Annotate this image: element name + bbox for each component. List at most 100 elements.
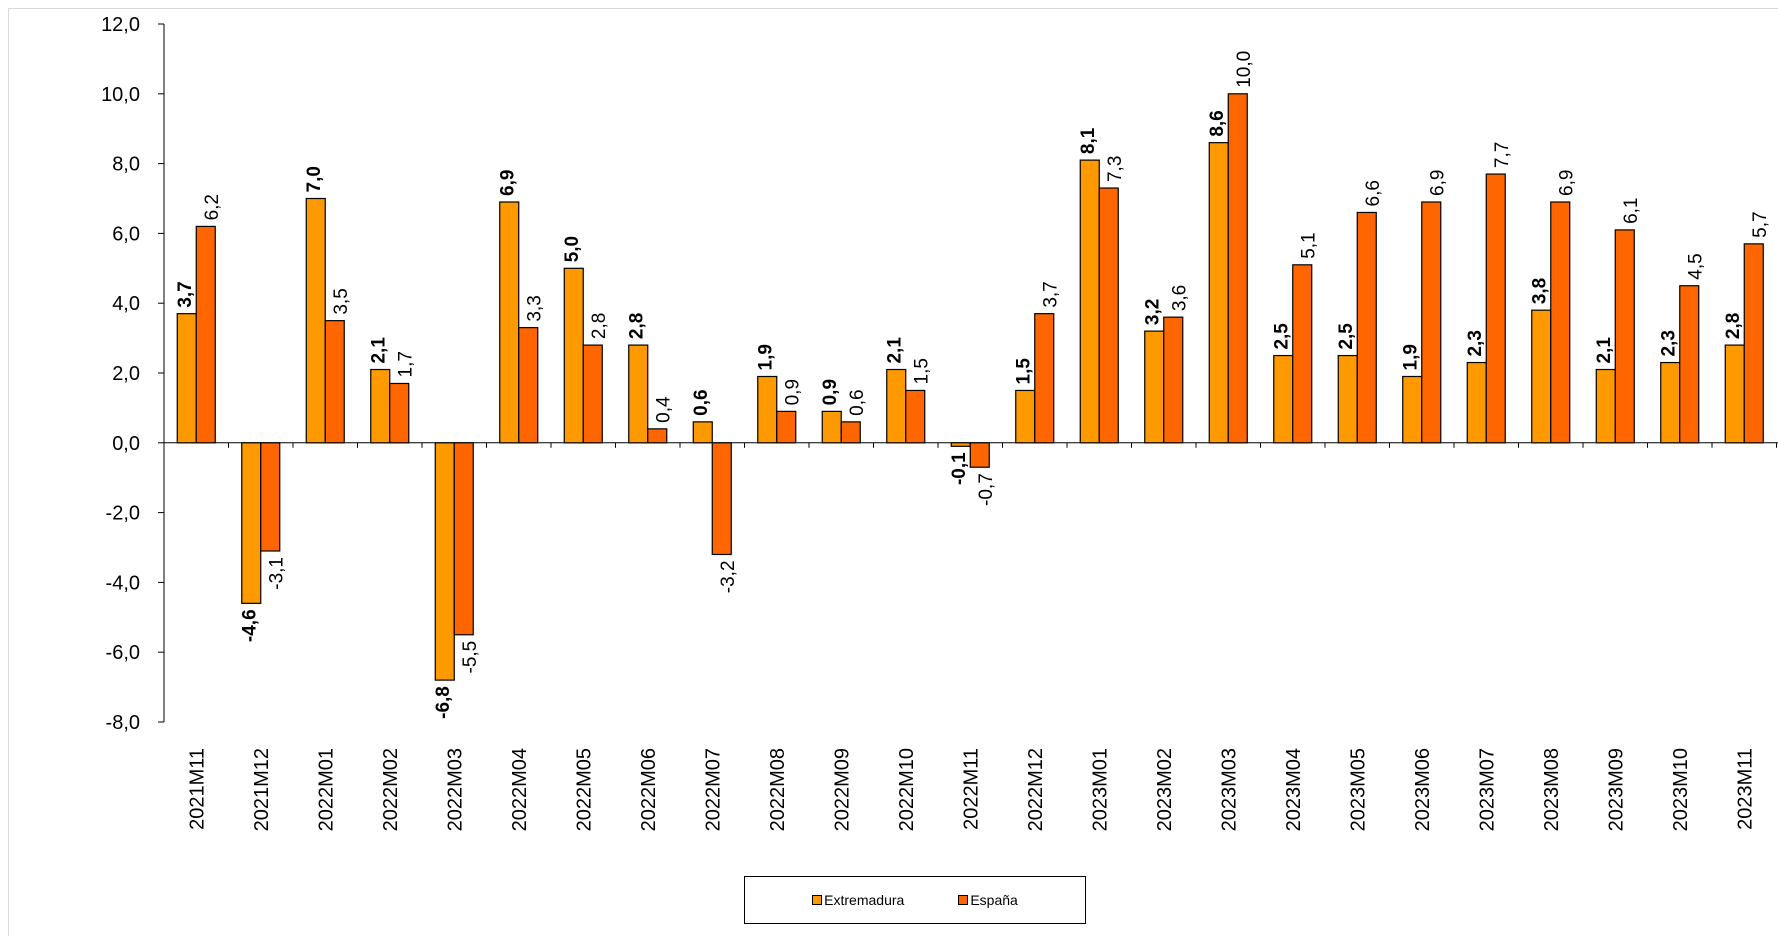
category-label: 2021M12	[251, 748, 273, 831]
legend-label-espana: España	[970, 892, 1018, 908]
bar-espana	[776, 410, 797, 444]
bar-extremadura	[434, 442, 455, 681]
value-label-extremadura: -6,8	[433, 686, 454, 719]
y-tick-label: -6,0	[106, 642, 140, 664]
bar-extremadura	[628, 344, 649, 444]
y-tick-label: -8,0	[106, 712, 140, 734]
category-label: 2022M07	[702, 748, 724, 831]
value-label-espana: -3,2	[718, 560, 739, 593]
y-tick-label: 10,0	[101, 84, 140, 106]
value-label-espana: 4,5	[1685, 253, 1706, 279]
bar-extremadura	[1466, 361, 1487, 444]
legend-item-espana: España	[958, 892, 1018, 908]
legend-label-extremadura: Extremadura	[824, 892, 905, 908]
bar-extremadura	[692, 421, 713, 444]
value-labels: 3,7 6,2 -4,6 -3,1 7,0 3,5 2,1 1,7 -6,8 -5,5 6,9 3,3…	[175, 51, 1771, 719]
bar-espana	[1485, 173, 1506, 444]
bar-extremadura	[1402, 375, 1423, 444]
value-label-extremadura: 2,3	[1658, 330, 1679, 356]
y-tick-label: 6,0	[112, 223, 140, 245]
category-label: 2023M01	[1089, 748, 1111, 831]
bar-espana	[711, 442, 732, 556]
value-label-extremadura: 8,1	[1078, 127, 1099, 154]
bar-extremadura	[499, 201, 520, 444]
bar-extremadura	[757, 375, 778, 444]
category-label: 2022M03	[444, 748, 466, 831]
category-label: 2022M01	[315, 748, 337, 831]
value-label-espana: 0,6	[847, 389, 868, 415]
category-label: 2023M04	[1283, 748, 1305, 831]
value-label-espana: 3,6	[1169, 285, 1190, 311]
value-label-espana: -3,1	[266, 557, 287, 590]
bar-espana	[389, 382, 410, 444]
value-label-espana: 0,4	[653, 396, 674, 423]
value-label-espana: 3,5	[331, 288, 352, 314]
bar-espana	[1743, 243, 1764, 444]
value-label-espana: 5,7	[1750, 211, 1771, 237]
value-label-espana: 6,9	[1556, 170, 1577, 196]
bar-espana	[1098, 187, 1119, 444]
bar-espana	[582, 344, 603, 444]
bar-extremadura	[821, 410, 842, 444]
y-tick-label: 0,0	[112, 433, 140, 455]
value-label-espana: 3,3	[524, 295, 545, 321]
value-label-extremadura: 8,6	[1207, 110, 1228, 136]
bar-extremadura	[1337, 354, 1358, 444]
bar-extremadura	[1079, 159, 1100, 444]
category-label: 2022M09	[831, 748, 853, 831]
value-label-espana: 7,7	[1492, 142, 1513, 168]
chart-frame	[8, 8, 1778, 936]
category-label: 2022M11	[960, 748, 982, 830]
value-label-espana: 6,1	[1621, 197, 1642, 223]
legend-swatch-extremadura	[812, 895, 823, 905]
bar-espana	[1550, 201, 1571, 444]
category-label: 2023M10	[1670, 748, 1692, 831]
value-label-extremadura: 6,9	[497, 170, 518, 196]
legend: Extremadura España	[744, 876, 1086, 924]
y-tick-label: 12,0	[101, 14, 140, 36]
value-label-extremadura: 1,5	[1013, 358, 1034, 385]
value-label-extremadura: 5,0	[562, 236, 583, 262]
value-label-espana: 1,7	[395, 351, 416, 377]
bar-extremadura	[1595, 368, 1616, 444]
value-label-extremadura: 2,1	[1594, 337, 1615, 364]
y-tick-label: -2,0	[106, 503, 140, 525]
value-label-extremadura: -0,1	[949, 452, 970, 485]
bar-espana	[905, 389, 926, 444]
value-label-extremadura: 2,1	[368, 337, 389, 364]
category-label: 2021M11	[186, 748, 208, 830]
bar-extremadura	[241, 442, 262, 604]
value-label-extremadura: 3,2	[1142, 299, 1163, 325]
y-tick-label: 4,0	[112, 293, 140, 315]
category-label: 2022M10	[896, 748, 918, 831]
bar-extremadura	[886, 368, 907, 444]
value-label-espana: -5,5	[460, 641, 481, 674]
bar-espana	[1421, 201, 1442, 444]
value-label-extremadura: 1,9	[755, 344, 776, 370]
bar-espana	[840, 421, 861, 444]
value-label-espana: 6,2	[202, 194, 223, 220]
value-label-extremadura: 0,9	[820, 379, 841, 405]
category-label: 2023M03	[1218, 748, 1240, 831]
value-label-extremadura: 2,8	[1723, 313, 1744, 339]
bar-extremadura	[1660, 361, 1681, 444]
value-label-extremadura: 0,6	[691, 389, 712, 415]
value-label-extremadura: 1,9	[1400, 344, 1421, 370]
category-label: 2022M05	[573, 748, 595, 831]
category-label: 2023M11	[1734, 748, 1756, 830]
value-label-espana: 0,9	[782, 379, 803, 405]
value-label-extremadura: 2,8	[626, 313, 647, 339]
category-label: 2022M02	[380, 748, 402, 831]
category-label: 2023M09	[1605, 748, 1627, 831]
value-label-espana: 6,6	[1363, 180, 1384, 206]
bar-extremadura	[950, 442, 971, 447]
category-label: 2022M08	[767, 748, 789, 831]
value-label-extremadura: 2,5	[1271, 323, 1292, 350]
bar-extremadura	[370, 368, 391, 444]
value-label-espana: 6,9	[1427, 170, 1448, 196]
bar-espana	[324, 320, 345, 444]
value-label-extremadura: 3,7	[175, 281, 196, 307]
bar-espana	[1163, 316, 1184, 444]
bar-extremadura	[1144, 330, 1165, 444]
